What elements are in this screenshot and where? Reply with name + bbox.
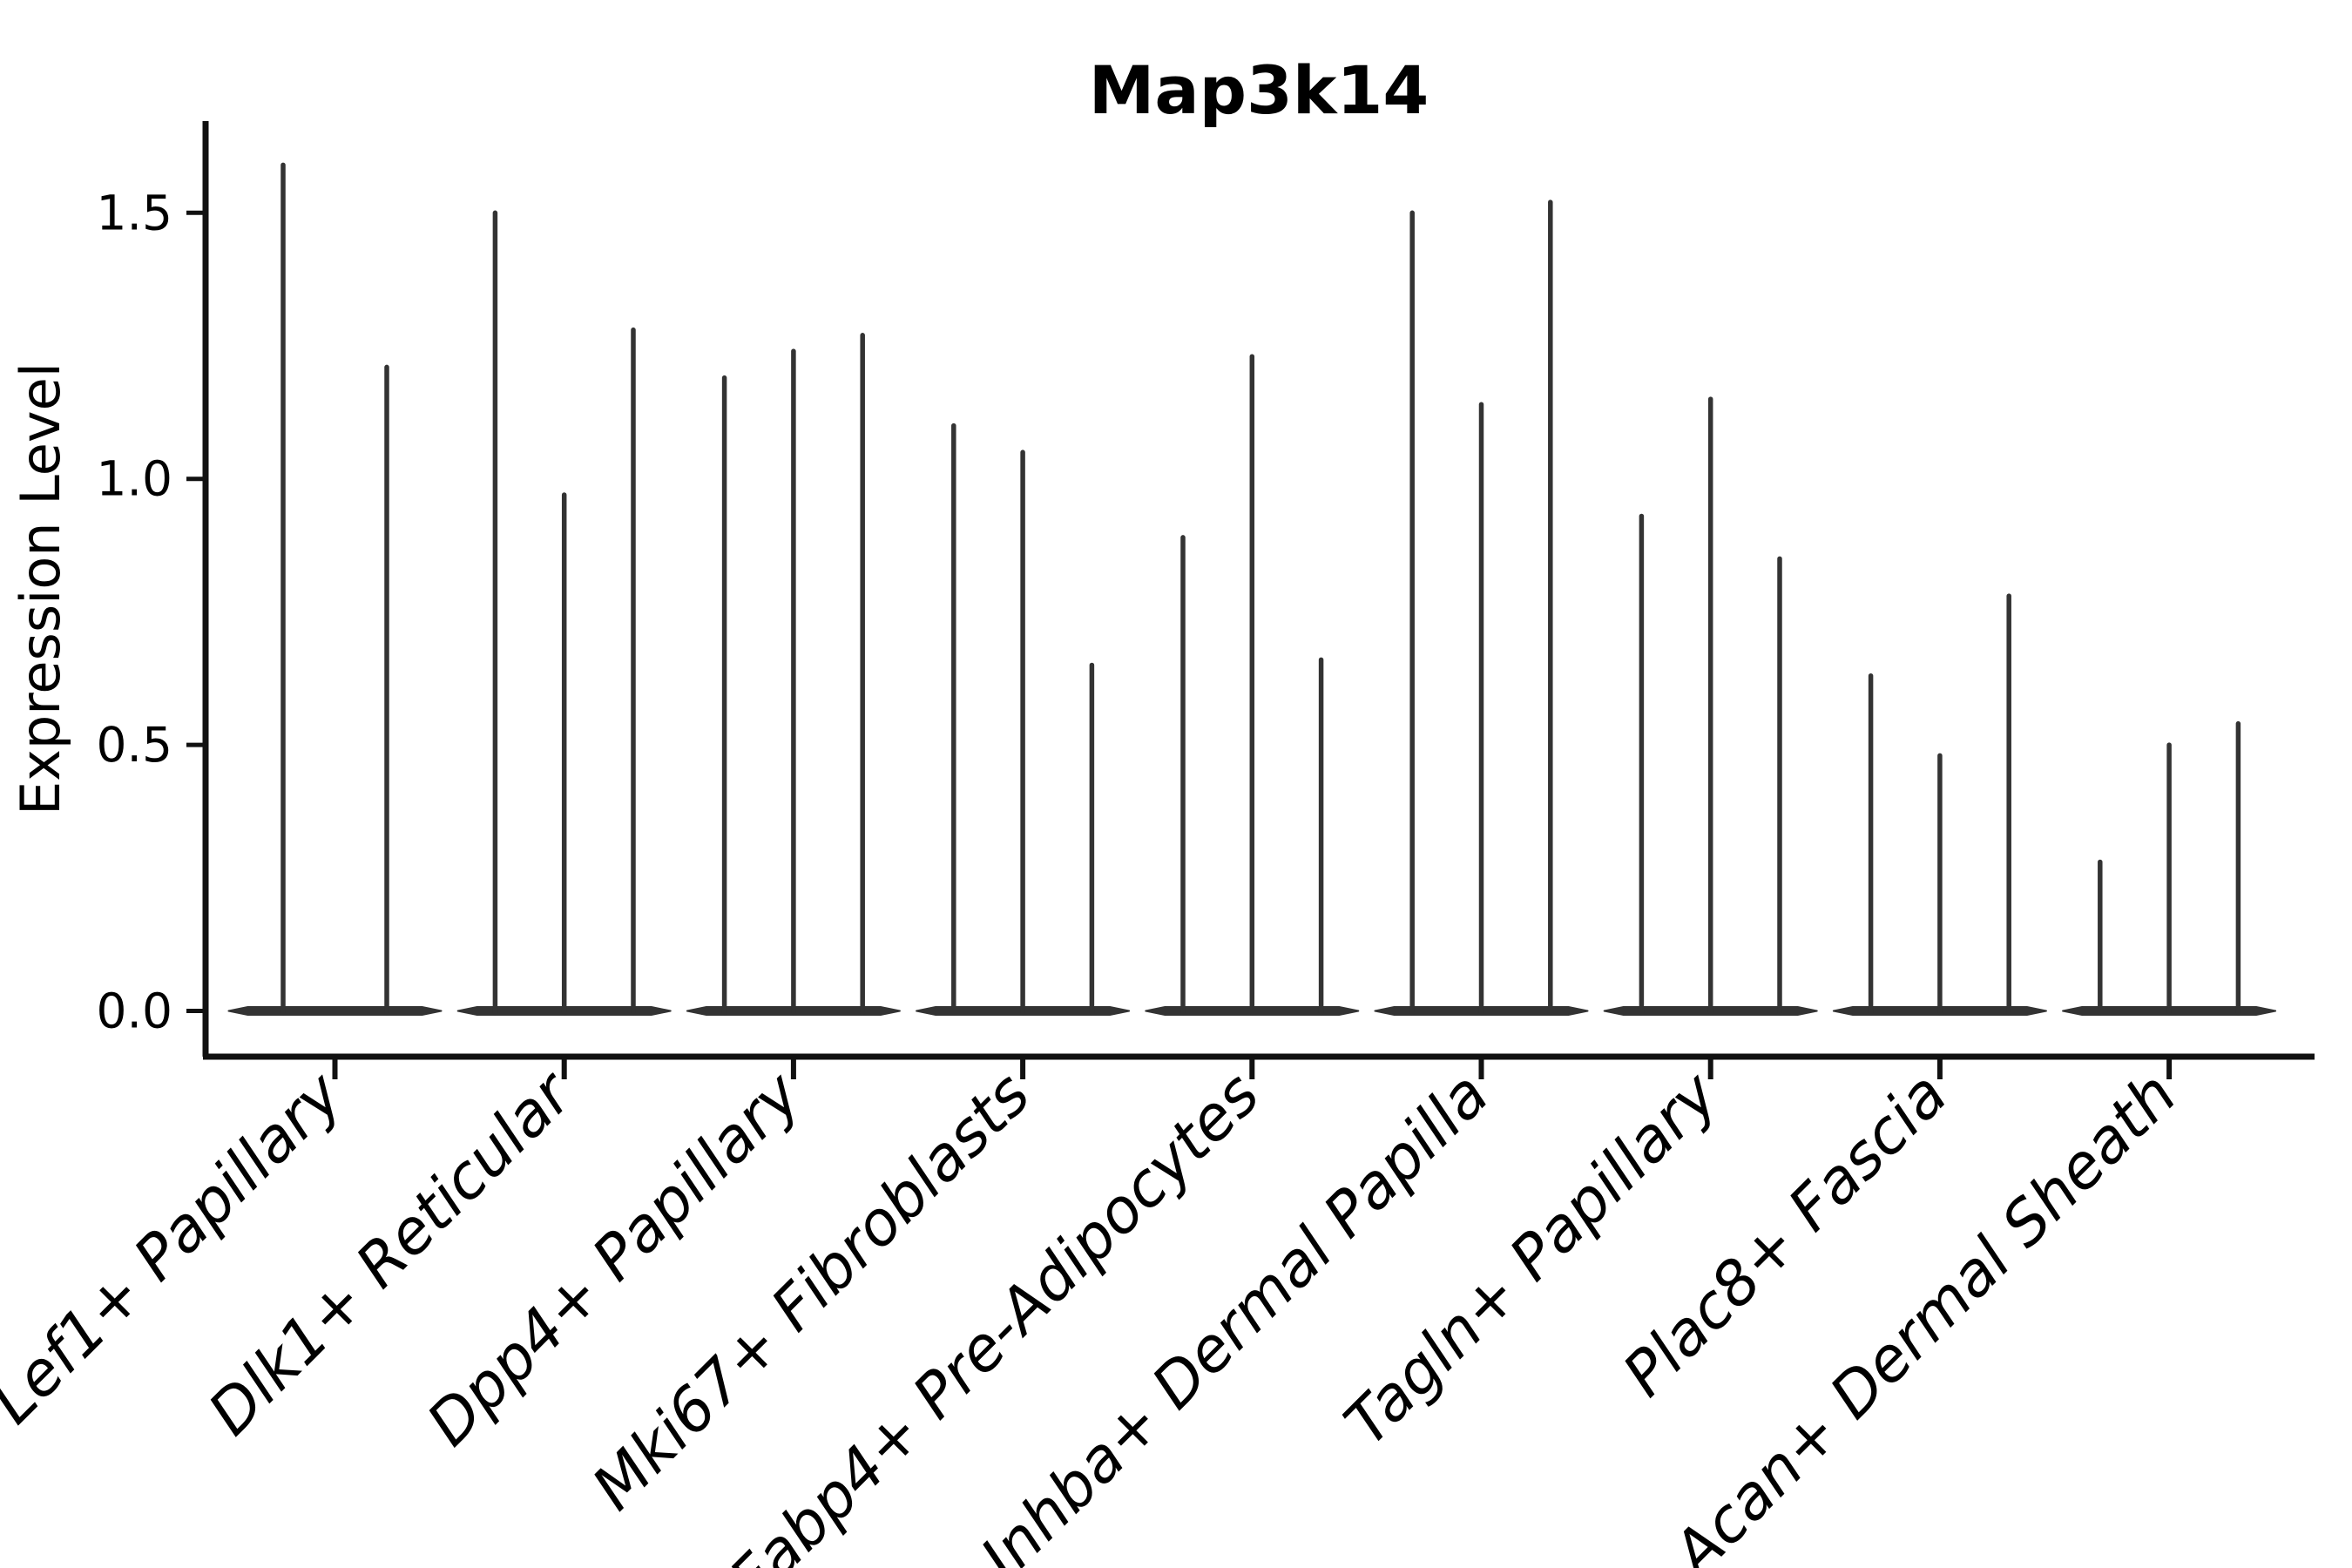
x-tick-label: Dpp4+ Papillary (413, 1058, 815, 1460)
x-tick-label: Tagln+ Papillary (1331, 1058, 1733, 1459)
y-axis-label: Expression Level (9, 362, 72, 815)
y-tick-label: 0.0 (97, 983, 172, 1039)
violin-group (2062, 720, 2277, 1016)
violin-layer (227, 162, 2277, 1016)
chart-title: Map3k14 (1089, 51, 1429, 129)
y-tick-label: 0.5 (97, 717, 172, 773)
axes-layer: 0.0 0.5 1.0 1.5 (97, 121, 2315, 1079)
violin-group (1832, 593, 2047, 1016)
y-tick-label: 1.0 (97, 451, 172, 507)
violin-group (916, 422, 1131, 1016)
violin-base (227, 1006, 443, 1016)
x-tick-label: Mki67+ Fibroblasts (578, 1058, 1044, 1524)
violin-group (1145, 354, 1360, 1016)
violin-group (686, 333, 901, 1016)
violin-group (1374, 199, 1589, 1016)
violin-group (1603, 396, 1818, 1016)
violin-group (227, 162, 443, 1016)
y-tick-label: 1.5 (97, 185, 172, 240)
violin-group (456, 210, 672, 1016)
